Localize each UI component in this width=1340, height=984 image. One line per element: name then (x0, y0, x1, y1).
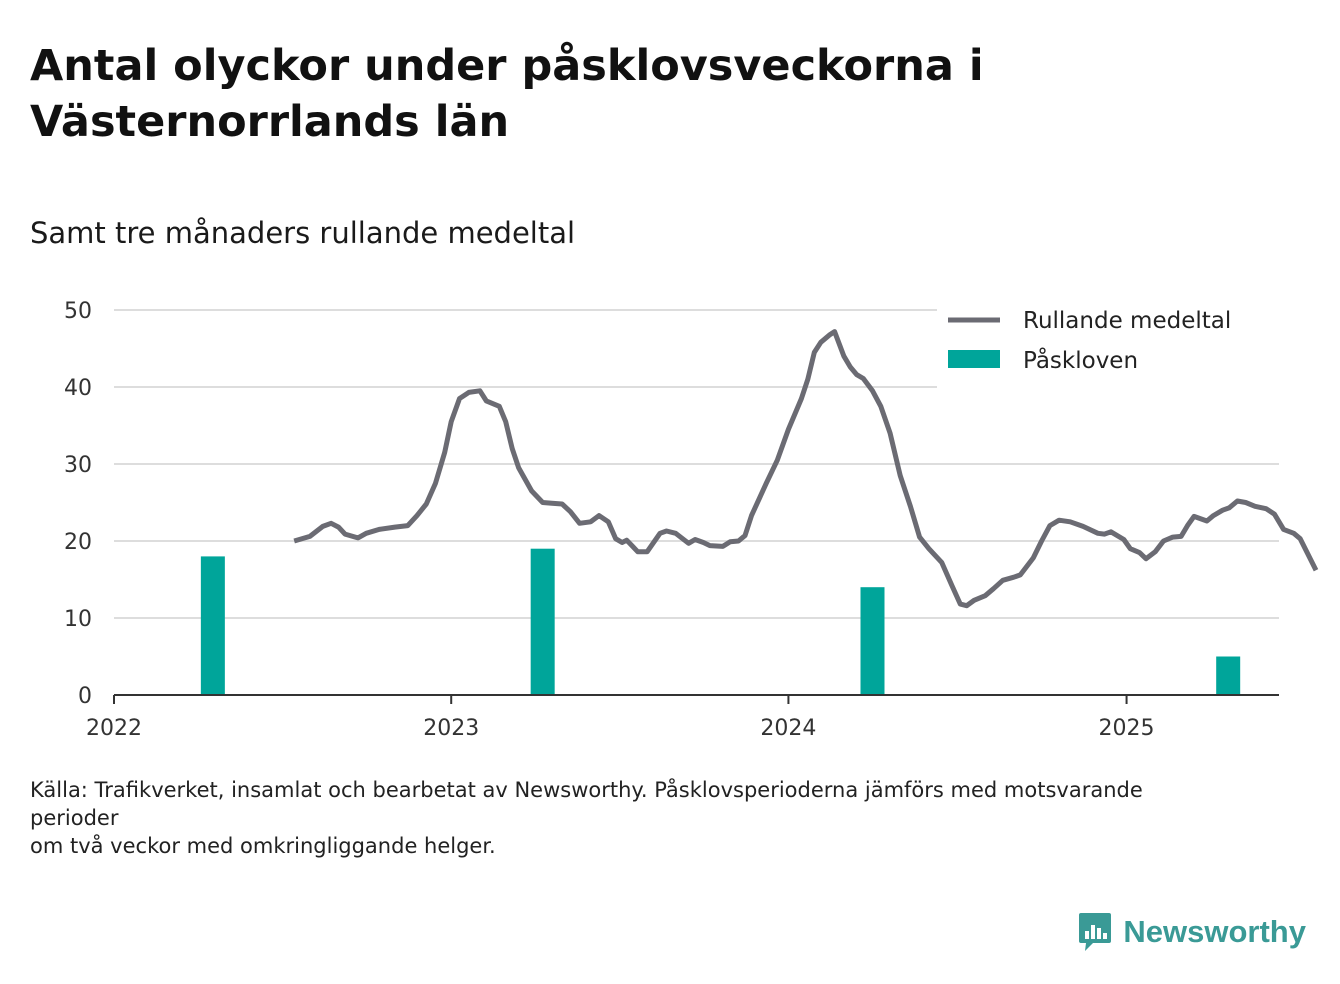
legend-label-paskloven: Påskloven (1023, 346, 1138, 374)
chart-subtitle: Samt tre månaders rullande medeltal (30, 216, 576, 250)
source-note: Källa: Trafikverket, insamlat och bearbe… (30, 776, 1230, 860)
y-tick-label: 40 (64, 376, 92, 401)
bar (860, 587, 885, 695)
x-tick-label: 2025 (1099, 716, 1155, 741)
source-line: Källa: Trafikverket, insamlat och bearbe… (30, 778, 1143, 830)
x-tick-label: 2023 (423, 716, 479, 741)
chart-title: Antal olyckor under påsklovsveckorna i V… (30, 41, 984, 147)
line-series-rullande-medeltal (293, 329, 1319, 609)
x-tick-label: 2022 (86, 716, 142, 741)
y-tick-label: 30 (64, 453, 92, 478)
y-tick-label: 0 (78, 684, 92, 709)
legend-label-rullande-medeltal: Rullande medeltal (1023, 308, 1231, 334)
brand-logo[interactable]: Newsworthy (1077, 910, 1306, 954)
chart-area: 0 10 20 30 40 50 2022 2023 2024 2025 Rullande med… (64, 299, 1319, 741)
bar (200, 556, 225, 695)
axes: 0 10 20 30 40 50 2022 2023 2024 2025 (64, 299, 1279, 741)
y-tick-label: 20 (64, 530, 92, 555)
series-line (293, 329, 1319, 609)
bar-series-paskloven (200, 548, 1241, 695)
bar (1216, 656, 1241, 695)
legend-swatch-paskloven (948, 350, 1000, 368)
y-tick-label: 50 (64, 299, 92, 324)
brand-name: Newsworthy (1123, 914, 1306, 949)
newsworthy-logo-icon (1079, 913, 1112, 951)
y-tick-label: 10 (64, 607, 92, 632)
source-line: om två veckor med omkringliggande helger… (30, 834, 496, 858)
legend: Rullande medeltal Påskloven (937, 302, 1279, 404)
x-tick-label: 2024 (760, 716, 816, 741)
bar (530, 548, 555, 695)
